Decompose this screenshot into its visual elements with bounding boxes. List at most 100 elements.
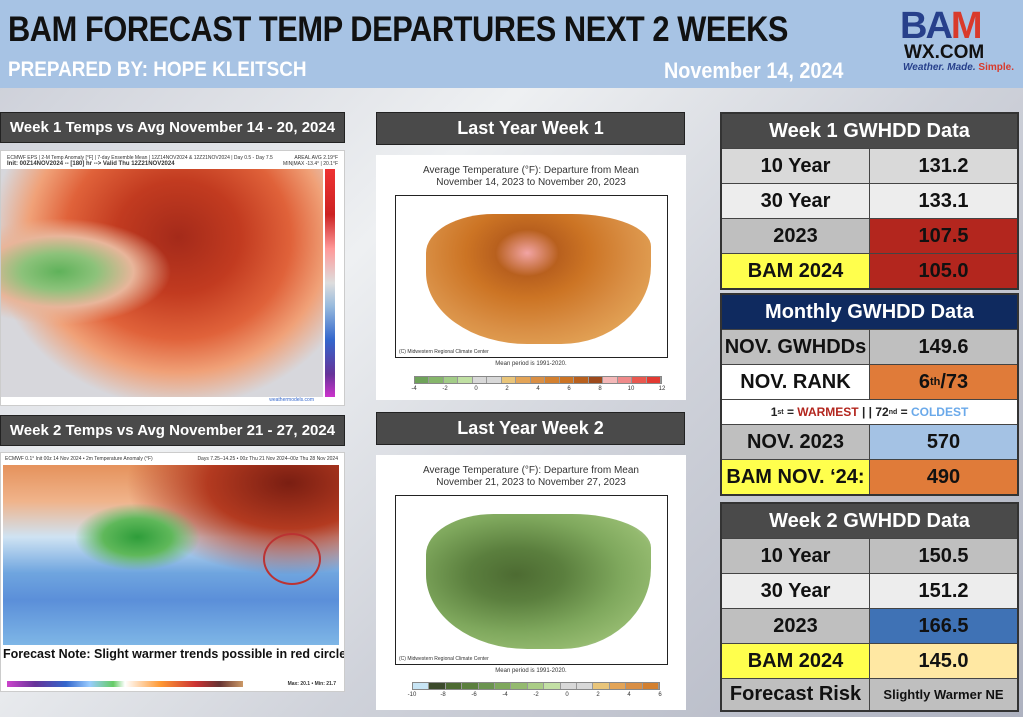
legend-swatch <box>478 683 496 689</box>
legend-swatch <box>487 377 502 383</box>
legend-tick: 10 <box>627 386 635 392</box>
table-title: Monthly GWHDD Data <box>722 295 1017 329</box>
map-credit: weathermodels.com <box>269 397 314 403</box>
legend-tick: 2 <box>596 692 600 698</box>
legend-tick: 6 <box>567 386 571 392</box>
mean-period: Mean period is 1991-2020. <box>495 361 567 367</box>
legend-tick: -6 <box>471 692 477 698</box>
table-row: BAM 2024 145.0 <box>722 643 1017 678</box>
color-scale <box>7 681 243 687</box>
table-row: 10 Year 150.5 <box>722 538 1017 573</box>
legend-swatch <box>545 377 560 383</box>
color-scale <box>325 169 335 397</box>
map-credit: (C) Midwestern Regional Climate Center <box>399 349 489 355</box>
monthly-gwhdd-table: Monthly GWHDD Data NOV. GWHDDs 149.6 NOV.… <box>720 293 1019 496</box>
legend-swatch <box>646 377 661 383</box>
last-year-week2-map: Average Temperature (°F): Departure from… <box>376 455 686 710</box>
legend-swatch <box>609 683 627 689</box>
week2-gwhdd-table: Week 2 GWHDD Data 10 Year 150.5 30 Year 15… <box>720 502 1019 712</box>
legend-swatch <box>577 683 594 689</box>
report-date: November 14, 2024 <box>664 58 844 83</box>
legend-swatch <box>445 683 463 689</box>
table-row: BAM NOV. ‘24: 490 <box>722 459 1017 494</box>
legend-swatch <box>544 683 561 689</box>
week1-gwhdd-table: Week 1 GWHDD Data 10 Year 131.2 30 Year 13… <box>720 112 1019 290</box>
week1-title-bar: Week 1 Temps vs Avg November 14 - 20, 20… <box>0 112 345 143</box>
prepared-by: PREPARED BY: HOPE KLEITSCH <box>8 58 307 81</box>
red-circle-annotation <box>263 533 321 585</box>
last-year-week1-title: Last Year Week 1 <box>376 112 685 145</box>
legend-swatch <box>443 377 459 383</box>
legend-tick: 6 <box>658 692 662 698</box>
legend-swatch <box>413 683 430 689</box>
legend-ticks: -4 -2 0 2 4 6 8 10 12 <box>411 386 665 394</box>
logo-domain: WX.COM <box>904 42 985 63</box>
table-title: Week 1 GWHDD Data <box>722 114 1017 148</box>
map-areal-avg: AREAL AVG 2.19°F <box>294 155 338 161</box>
map-date-range: November 21, 2023 to November 27, 2023 <box>436 477 626 488</box>
last-year-week2-title: Last Year Week 2 <box>376 412 685 445</box>
table-row: 2023 107.5 <box>722 218 1017 253</box>
legend-swatch <box>617 377 633 383</box>
legend-swatch <box>527 683 545 689</box>
legend-swatch <box>632 377 647 383</box>
legend-tick: -4 <box>411 386 417 392</box>
legend-swatch <box>501 377 517 383</box>
us-map-shape <box>426 214 651 344</box>
table-title: Week 2 GWHDD Data <box>722 504 1017 538</box>
logo-text: BAM <box>900 5 983 47</box>
legend-tick: -10 <box>407 692 417 698</box>
mean-period: Mean period is 1991-2020. <box>495 668 567 674</box>
legend-tick: 2 <box>505 386 509 392</box>
week1-forecast-map: ECMWF EPS | 2-M Temp Anomaly [°F] | 7-da… <box>0 150 345 406</box>
map-header: ECMWF EPS | 2-M Temp Anomaly [°F] | 7-da… <box>7 155 273 161</box>
legend-swatch <box>429 683 446 689</box>
table-row: 2023 166.5 <box>722 608 1017 643</box>
legend-swatch <box>588 377 604 383</box>
map-credit: (C) Midwestern Regional Climate Center <box>399 656 489 662</box>
us-map-shape <box>426 514 651 649</box>
legend-tick: 4 <box>627 692 631 698</box>
legend-swatch <box>516 377 531 383</box>
bam-logo: BAM WX.COM Weather. Made. Simple. <box>900 5 1020 86</box>
table-row: NOV. GWHDDs 149.6 <box>722 329 1017 364</box>
table-row: 30 Year 151.2 <box>722 573 1017 608</box>
table-row: NOV. 2023 570 <box>722 424 1017 459</box>
legend-colorbar <box>412 682 660 690</box>
legend-tick: 4 <box>536 386 540 392</box>
table-row: BAM 2024 105.0 <box>722 253 1017 288</box>
table-row: 30 Year 133.1 <box>722 183 1017 218</box>
last-year-week1-map: Average Temperature (°F): Departure from… <box>376 155 686 400</box>
table-row: Forecast Risk Slightly Warmer NE <box>722 678 1017 710</box>
legend-colorbar <box>414 376 662 384</box>
legend-swatch <box>458 377 473 383</box>
map-title: Average Temperature (°F): Departure from… <box>423 165 639 176</box>
legend-ticks: -10 -8 -6 -4 -2 0 2 4 6 <box>408 692 662 700</box>
map-minmax: MIN|MAX -13.4° | 20.1°F <box>283 161 338 167</box>
legend-swatch <box>462 683 479 689</box>
legend-tick: -2 <box>533 692 539 698</box>
map-date-range: November 14, 2023 to November 20, 2023 <box>436 177 626 188</box>
legend-tick: -8 <box>440 692 446 698</box>
legend-swatch <box>530 377 546 383</box>
legend-swatch <box>626 683 643 689</box>
legend-swatch <box>429 377 444 383</box>
table-row: 10 Year 131.2 <box>722 148 1017 183</box>
map-days: Days 7.25–14.25 • 00z Thu 21 Nov 2024–00… <box>197 456 338 462</box>
legend-tick: 8 <box>598 386 602 392</box>
week2-forecast-map: ECMWF 0.1° Init 00z 14 Nov 2024 • 2m Tem… <box>0 452 345 692</box>
legend-swatch <box>593 683 610 689</box>
map-title: Average Temperature (°F): Departure from… <box>423 465 639 476</box>
legend-swatch <box>472 377 488 383</box>
legend-swatch <box>642 683 660 689</box>
map-header: ECMWF 0.1° Init 00z 14 Nov 2024 • 2m Tem… <box>5 456 153 462</box>
legend-swatch <box>603 377 618 383</box>
legend-tick: 12 <box>658 386 666 392</box>
forecast-note: Forecast Note: Slight warmer trends poss… <box>3 647 344 661</box>
legend-swatch <box>511 683 528 689</box>
anomaly-map-image <box>1 169 323 397</box>
legend-swatch <box>574 377 589 383</box>
legend-swatch <box>415 377 430 383</box>
